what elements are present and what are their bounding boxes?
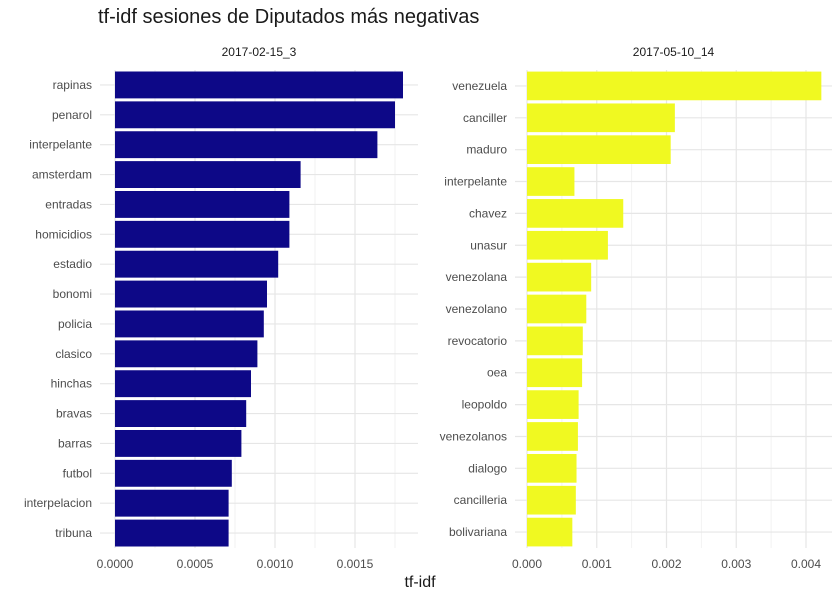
bar-hinchas — [115, 370, 251, 398]
y-tick-label: rapinas — [53, 78, 92, 92]
bar-interpelante — [527, 167, 575, 196]
y-tick-label: penarol — [52, 108, 92, 122]
bar-homicidios — [115, 220, 290, 248]
bar-barras — [115, 429, 242, 457]
y-tick-label: interpelante — [29, 138, 92, 152]
y-tick-label: tribuna — [55, 526, 92, 540]
y-tick-label: venezolana — [446, 270, 508, 284]
bar-maduro — [527, 135, 671, 165]
y-tick-label: oea — [487, 366, 507, 380]
y-tick-label: barras — [58, 436, 92, 450]
y-tick-label: bravas — [56, 407, 92, 421]
y-tick-label: venezolano — [446, 302, 508, 316]
bar-venezuela — [527, 71, 822, 101]
bar-entradas — [115, 190, 290, 218]
y-tick-label: dialogo — [468, 461, 507, 475]
bar-dialogo — [527, 453, 577, 483]
y-tick-label: bolivariana — [449, 525, 507, 539]
y-tick-label: estadio — [53, 257, 92, 271]
bar-tribuna — [115, 519, 229, 547]
bar-bonomi — [115, 280, 267, 308]
y-tick-label: futbol — [63, 466, 92, 480]
bar-chavez — [527, 199, 624, 228]
panel-2: 2017-05-10_14 0.000 0.001 0.002 0.003 0.004 ve… — [440, 45, 832, 571]
y-tick-label: canciller — [463, 111, 507, 125]
bar-interpelacion — [115, 489, 229, 517]
y-tick-label: interpelante — [444, 175, 507, 189]
bar-bolivariana — [527, 517, 573, 547]
bar-canciller — [527, 103, 675, 133]
bar-unasur — [527, 230, 608, 260]
x-tick-label: 0.0010 — [257, 557, 294, 571]
x-tick-label: 0.000 — [512, 557, 542, 571]
y-tick-label: unasur — [470, 238, 507, 252]
y-tick-label: venezolanos — [440, 429, 507, 443]
y-tick-label: cancilleria — [454, 493, 508, 507]
bar-penarol — [115, 101, 395, 129]
y-tick-label: amsterdam — [32, 168, 92, 182]
y-tick-label: entradas — [45, 197, 92, 211]
bar-clasico — [115, 340, 258, 368]
y-tick-label: venezuela — [452, 79, 507, 93]
x-tick-label: 0.001 — [582, 557, 612, 571]
chart-title: tf-idf sesiones de Diputados más negativ… — [98, 6, 480, 28]
y-tick-label: interpelacion — [24, 496, 92, 510]
y-tick-label: revocatorio — [448, 334, 508, 348]
x-tick-label: 0.0005 — [177, 557, 214, 571]
bar-rapinas — [115, 71, 403, 99]
x-tick-label: 0.0000 — [97, 557, 134, 571]
y-tick-label: chavez — [469, 206, 507, 220]
panel-1: 2017-02-15_3 0.0000 0.0005 0.0010 0.0015 rapi… — [24, 45, 418, 571]
bar-venezolana — [527, 262, 592, 292]
x-tick-label: 0.002 — [651, 557, 681, 571]
bar-amsterdam — [115, 161, 301, 189]
x-axis-title: tf-idf — [404, 574, 436, 591]
y-tick-label: clasico — [55, 347, 92, 361]
y-tick-label: maduro — [466, 143, 507, 157]
y-tick-label: policia — [58, 317, 92, 331]
x-tick-label: 0.0015 — [337, 557, 374, 571]
panel-strip-label: 2017-02-15_3 — [222, 45, 297, 59]
y-tick-label: hinchas — [51, 377, 92, 391]
bar-venezolano — [527, 294, 587, 324]
panel-strip-label: 2017-05-10_14 — [633, 45, 715, 59]
bar-cancilleria — [527, 485, 576, 515]
bar-revocatorio — [527, 326, 583, 356]
y-tick-label: homicidios — [35, 227, 92, 241]
y-tick-label: leopoldo — [462, 398, 508, 412]
bar-policia — [115, 310, 264, 338]
bar-bravas — [115, 400, 247, 428]
bar-futbol — [115, 459, 232, 487]
bar-oea — [527, 358, 583, 388]
bar-interpelante — [115, 131, 378, 159]
bar-venezolanos — [527, 422, 578, 451]
bar-leopoldo — [527, 390, 579, 419]
x-tick-label: 0.004 — [791, 557, 821, 571]
x-tick-label: 0.003 — [721, 557, 751, 571]
y-tick-label: bonomi — [53, 287, 92, 301]
bar-estadio — [115, 250, 279, 278]
